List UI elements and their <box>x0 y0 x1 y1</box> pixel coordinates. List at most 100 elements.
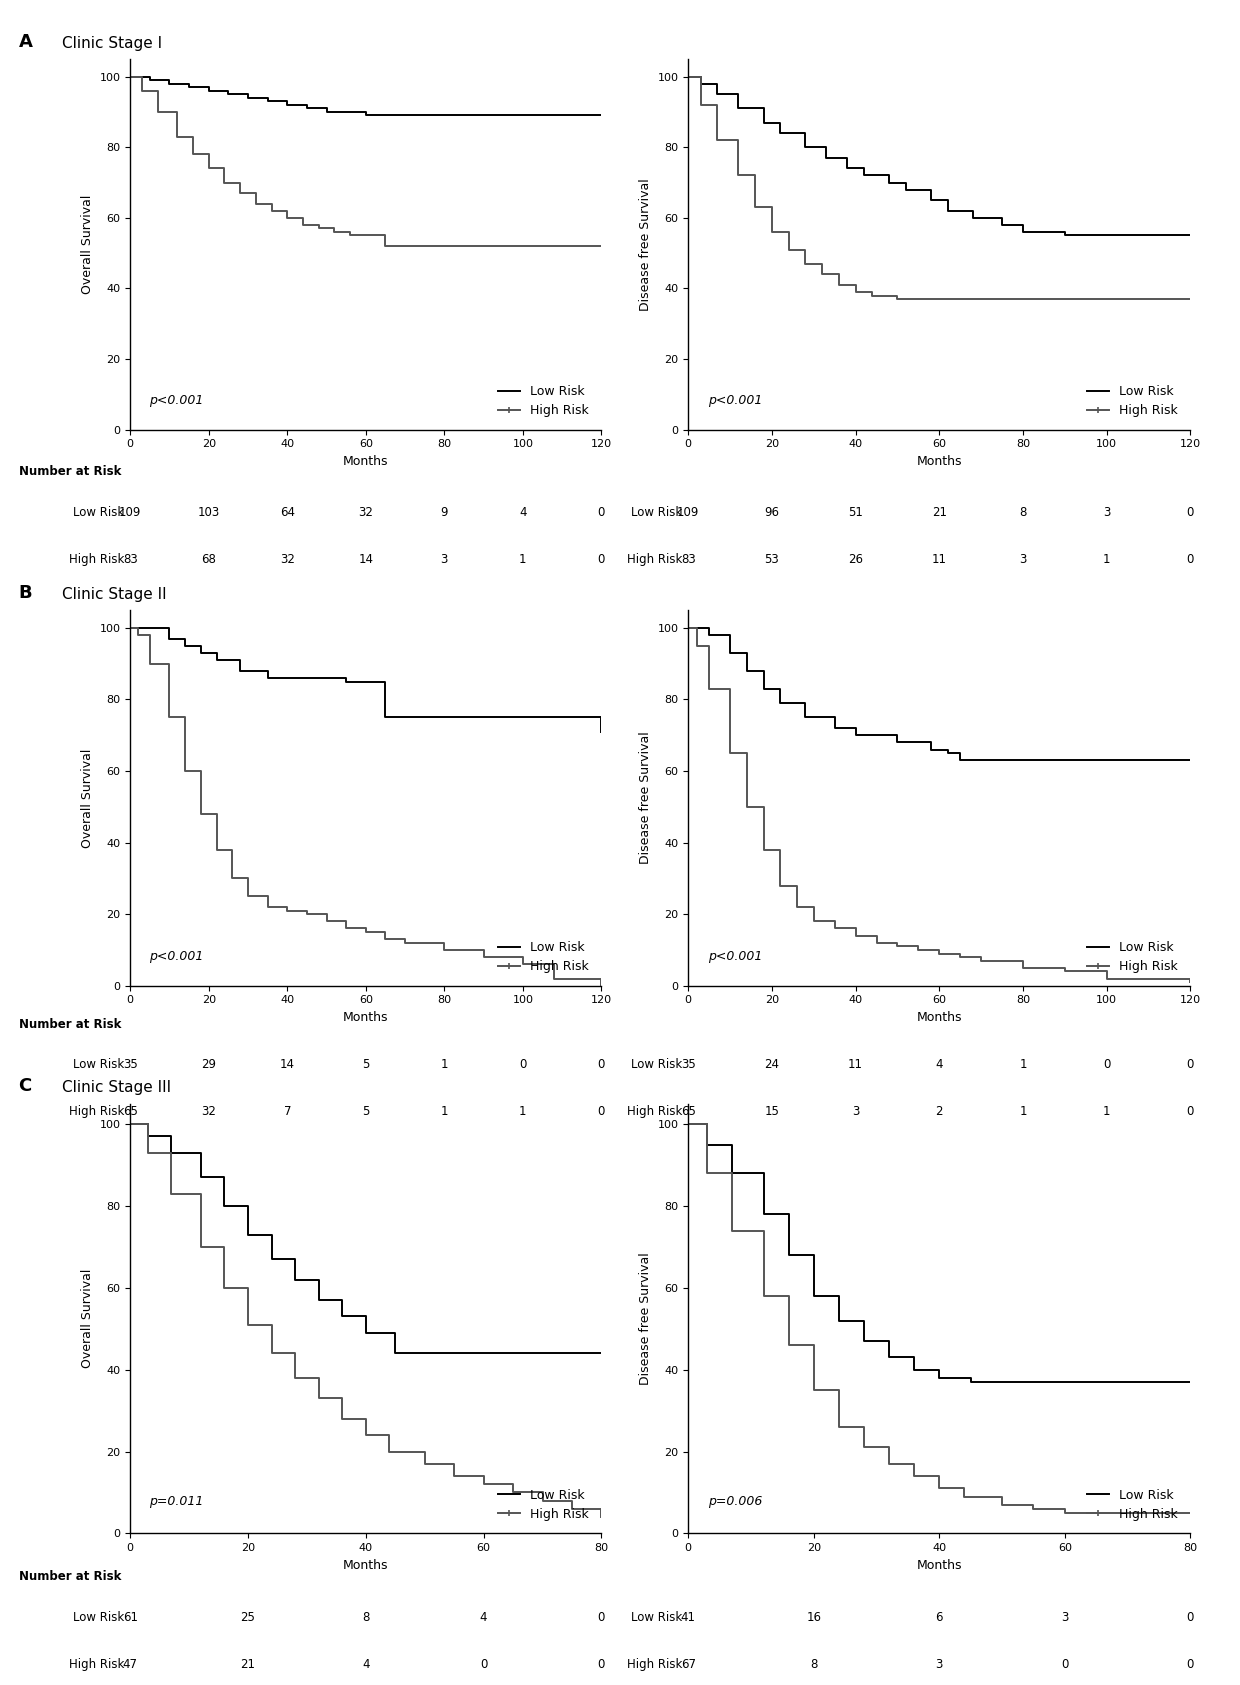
Text: 21: 21 <box>931 506 947 519</box>
Text: 0: 0 <box>520 1058 527 1072</box>
Text: 11: 11 <box>848 1058 863 1072</box>
Text: Number at Risk: Number at Risk <box>19 1570 122 1584</box>
Text: p<0.001: p<0.001 <box>149 950 203 964</box>
Text: High Risk: High Risk <box>68 1658 124 1672</box>
Text: 35: 35 <box>681 1058 696 1072</box>
Y-axis label: Overall Survival: Overall Survival <box>81 748 94 848</box>
Text: 14: 14 <box>280 1058 295 1072</box>
Text: Low Risk: Low Risk <box>631 1611 682 1624</box>
Text: 32: 32 <box>280 553 295 566</box>
Text: 41: 41 <box>681 1611 696 1624</box>
Text: 65: 65 <box>681 1105 696 1119</box>
Text: 109: 109 <box>677 506 699 519</box>
Text: 26: 26 <box>848 553 863 566</box>
X-axis label: Months: Months <box>916 1559 962 1572</box>
Text: 3: 3 <box>1104 506 1110 519</box>
Text: C: C <box>19 1077 32 1095</box>
Text: 1: 1 <box>1102 553 1111 566</box>
Text: 0: 0 <box>598 1658 605 1672</box>
Text: 8: 8 <box>810 1658 817 1672</box>
Text: Clinic Stage II: Clinic Stage II <box>62 586 166 602</box>
Text: 6: 6 <box>935 1611 944 1624</box>
Text: 0: 0 <box>1187 506 1194 519</box>
Text: 1: 1 <box>1019 1105 1027 1119</box>
Legend: Low Risk, High Risk: Low Risk, High Risk <box>491 1483 595 1527</box>
Y-axis label: Overall Survival: Overall Survival <box>81 1269 94 1368</box>
Text: 0: 0 <box>1187 553 1194 566</box>
Text: p<0.001: p<0.001 <box>708 394 763 408</box>
Text: 65: 65 <box>123 1105 138 1119</box>
Text: 32: 32 <box>358 506 373 519</box>
Text: Low Risk: Low Risk <box>631 506 682 519</box>
X-axis label: Months: Months <box>343 1559 388 1572</box>
Text: 5: 5 <box>362 1105 370 1119</box>
Text: High Risk: High Risk <box>626 1105 682 1119</box>
Text: 35: 35 <box>123 1058 138 1072</box>
Text: 1: 1 <box>1019 1058 1027 1072</box>
Text: 3: 3 <box>1061 1611 1069 1624</box>
Text: Clinic Stage I: Clinic Stage I <box>62 35 162 51</box>
Text: 1: 1 <box>440 1058 448 1072</box>
Text: Low Risk: Low Risk <box>73 506 124 519</box>
Text: 67: 67 <box>681 1658 696 1672</box>
Text: 5: 5 <box>362 1058 370 1072</box>
X-axis label: Months: Months <box>343 1011 388 1024</box>
Text: 9: 9 <box>440 506 448 519</box>
Text: 29: 29 <box>201 1058 216 1072</box>
Text: 8: 8 <box>362 1611 370 1624</box>
Text: 3: 3 <box>852 1105 859 1119</box>
Legend: Low Risk, High Risk: Low Risk, High Risk <box>1080 935 1184 979</box>
Text: 21: 21 <box>241 1658 255 1672</box>
Legend: Low Risk, High Risk: Low Risk, High Risk <box>491 379 595 423</box>
Text: 32: 32 <box>201 1105 216 1119</box>
Legend: Low Risk, High Risk: Low Risk, High Risk <box>491 935 595 979</box>
Text: 0: 0 <box>598 1611 605 1624</box>
Text: 83: 83 <box>123 553 138 566</box>
Text: 0: 0 <box>480 1658 487 1672</box>
Text: 1: 1 <box>1102 1105 1111 1119</box>
Legend: Low Risk, High Risk: Low Risk, High Risk <box>1080 1483 1184 1527</box>
X-axis label: Months: Months <box>916 455 962 468</box>
Text: High Risk: High Risk <box>68 1105 124 1119</box>
Text: p=0.011: p=0.011 <box>149 1495 203 1508</box>
Text: 4: 4 <box>935 1058 944 1072</box>
Text: 0: 0 <box>1104 1058 1110 1072</box>
Text: Low Risk: Low Risk <box>73 1611 124 1624</box>
Text: 1: 1 <box>520 553 527 566</box>
Text: 53: 53 <box>765 553 779 566</box>
Text: Number at Risk: Number at Risk <box>19 465 122 479</box>
Y-axis label: Disease free Survival: Disease free Survival <box>639 1252 652 1385</box>
Text: 25: 25 <box>241 1611 255 1624</box>
Text: 0: 0 <box>1061 1658 1069 1672</box>
Text: 4: 4 <box>520 506 527 519</box>
Text: Clinic Stage III: Clinic Stage III <box>62 1080 171 1095</box>
Text: 11: 11 <box>931 553 947 566</box>
Text: 1: 1 <box>440 1105 448 1119</box>
Text: 0: 0 <box>598 1105 605 1119</box>
Text: 14: 14 <box>358 553 373 566</box>
Text: 24: 24 <box>764 1058 780 1072</box>
Text: 4: 4 <box>480 1611 487 1624</box>
Text: p<0.001: p<0.001 <box>708 950 763 964</box>
Legend: Low Risk, High Risk: Low Risk, High Risk <box>1080 379 1184 423</box>
Y-axis label: Disease free Survival: Disease free Survival <box>639 731 652 864</box>
Text: 2: 2 <box>935 1105 944 1119</box>
Text: p=0.006: p=0.006 <box>708 1495 763 1508</box>
Text: 3: 3 <box>1019 553 1027 566</box>
X-axis label: Months: Months <box>916 1011 962 1024</box>
Text: 0: 0 <box>1187 1105 1194 1119</box>
Text: 7: 7 <box>284 1105 291 1119</box>
Text: B: B <box>19 583 32 602</box>
Y-axis label: Overall Survival: Overall Survival <box>81 195 94 293</box>
Text: High Risk: High Risk <box>626 1658 682 1672</box>
Text: 15: 15 <box>765 1105 779 1119</box>
Text: 8: 8 <box>1019 506 1027 519</box>
Text: Low Risk: Low Risk <box>631 1058 682 1072</box>
Text: 64: 64 <box>280 506 295 519</box>
Text: Low Risk: Low Risk <box>73 1058 124 1072</box>
Text: 51: 51 <box>848 506 863 519</box>
Text: High Risk: High Risk <box>68 553 124 566</box>
Text: 103: 103 <box>197 506 219 519</box>
Text: p<0.001: p<0.001 <box>149 394 203 408</box>
Text: 4: 4 <box>362 1658 370 1672</box>
